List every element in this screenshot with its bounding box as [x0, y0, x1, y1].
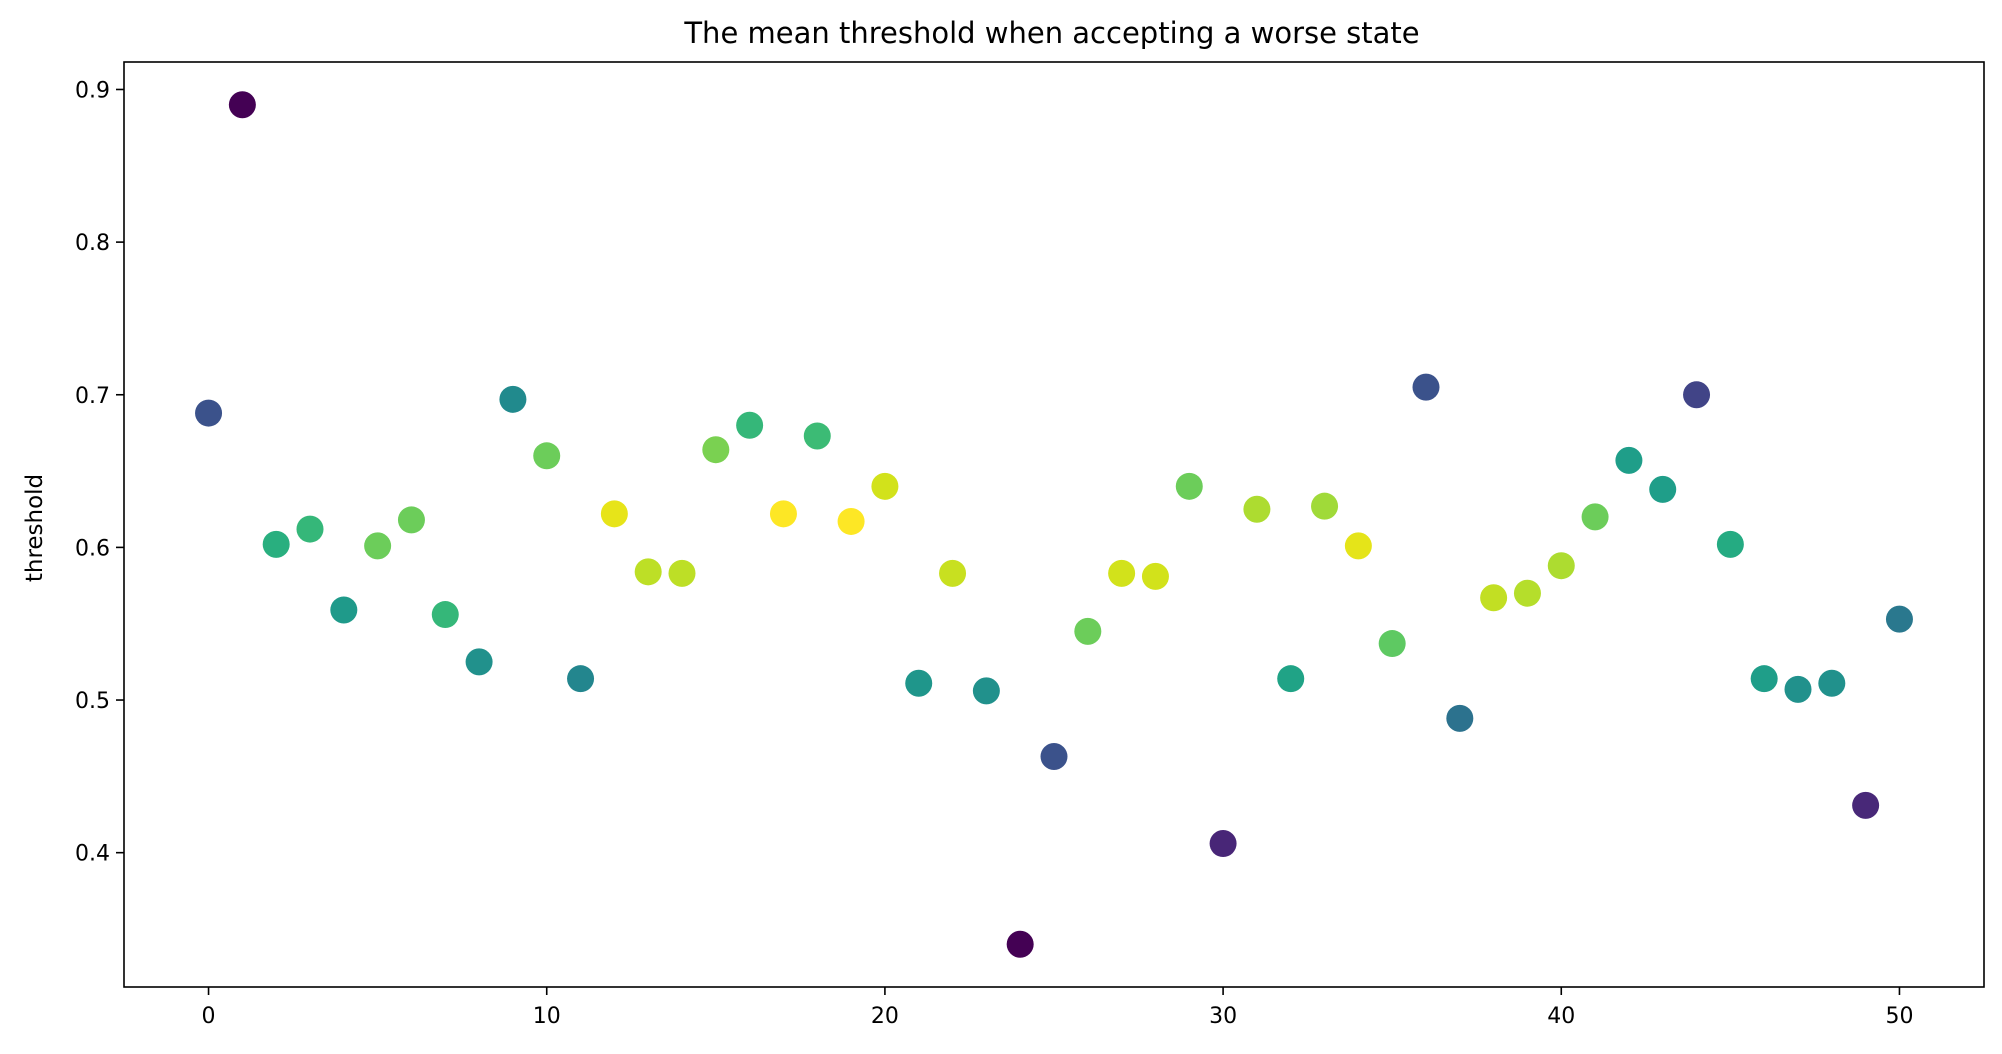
scatter-point-33	[1311, 492, 1339, 520]
x-tick-label-4: 40	[1547, 1004, 1575, 1029]
y-tick-label-3: 0.7	[75, 384, 110, 409]
chart-title: The mean threshold when accepting a wors…	[683, 16, 1419, 50]
scatter-point-22	[939, 559, 967, 587]
y-tick-label-0: 0.4	[75, 842, 110, 867]
scatter-point-11	[567, 665, 595, 693]
scatter-point-44	[1683, 381, 1711, 409]
scatter-point-28	[1141, 562, 1169, 590]
scatter-point-15	[702, 436, 730, 464]
scatter-point-9	[499, 385, 527, 413]
scatter-point-10	[533, 442, 561, 470]
scatter-point-35	[1378, 630, 1406, 658]
scatter-point-41	[1581, 503, 1609, 531]
scatter-point-37	[1446, 704, 1474, 732]
x-tick-label-3: 30	[1209, 1004, 1237, 1029]
scatter-point-36	[1412, 373, 1440, 401]
y-tick-label-5: 0.9	[75, 78, 110, 103]
scatter-point-23	[972, 677, 1000, 705]
scatter-point-32	[1277, 665, 1305, 693]
scatter-point-16	[736, 411, 764, 439]
scatter-point-31	[1243, 495, 1271, 523]
scatter-point-24	[1006, 930, 1034, 958]
x-tick-label-0: 0	[202, 1004, 216, 1029]
scatter-point-5	[364, 532, 392, 560]
scatter-point-47	[1784, 675, 1812, 703]
y-tick-label-1: 0.5	[75, 689, 110, 714]
scatter-point-26	[1074, 617, 1102, 645]
scatter-point-39	[1513, 579, 1541, 607]
scatter-point-42	[1615, 446, 1643, 474]
scatter-point-1	[228, 91, 256, 119]
scatter-point-3	[296, 515, 324, 543]
scatter-point-0	[195, 399, 223, 427]
y-tick-label-4: 0.8	[75, 231, 110, 256]
scatter-point-7	[431, 601, 459, 629]
scatter-point-49	[1852, 791, 1880, 819]
scatter-point-50	[1885, 605, 1913, 633]
data-points	[195, 91, 1913, 958]
x-tick-label-5: 50	[1885, 1004, 1913, 1029]
scatter-point-18	[803, 422, 831, 450]
scatter-point-29	[1175, 472, 1203, 500]
scatter-point-40	[1547, 552, 1575, 580]
scatter-point-25	[1040, 743, 1068, 771]
plot-area-frame	[123, 61, 1985, 988]
scatter-point-13	[634, 558, 662, 586]
y-axis-label: threshold	[22, 474, 48, 582]
scatter-point-14	[668, 559, 696, 587]
scatter-point-19	[837, 507, 865, 535]
scatter-point-34	[1344, 532, 1372, 560]
scatter-point-20	[871, 472, 899, 500]
scatter-point-43	[1649, 475, 1677, 503]
scatter-point-6	[397, 506, 425, 534]
y-tick-label-2: 0.6	[75, 536, 110, 561]
scatter-point-8	[465, 648, 493, 676]
scatter-point-30	[1209, 830, 1237, 858]
scatter-point-27	[1108, 559, 1136, 587]
scatter-point-4	[330, 596, 358, 624]
scatter-point-12	[600, 500, 628, 528]
scatter-point-45	[1716, 530, 1744, 558]
axis-ticks: 0 10 20 30 40 50 0.4 0.5 0.6 0.7 0.8 0.9	[75, 78, 1913, 1029]
scatter-point-46	[1750, 665, 1778, 693]
scatter-point-38	[1480, 584, 1508, 612]
scatter-point-21	[905, 669, 933, 697]
scatter-point-17	[769, 500, 797, 528]
x-tick-label-2: 20	[871, 1004, 899, 1029]
scatter-point-48	[1818, 669, 1846, 697]
scatter-point-2	[262, 530, 290, 558]
x-tick-label-1: 10	[533, 1004, 561, 1029]
